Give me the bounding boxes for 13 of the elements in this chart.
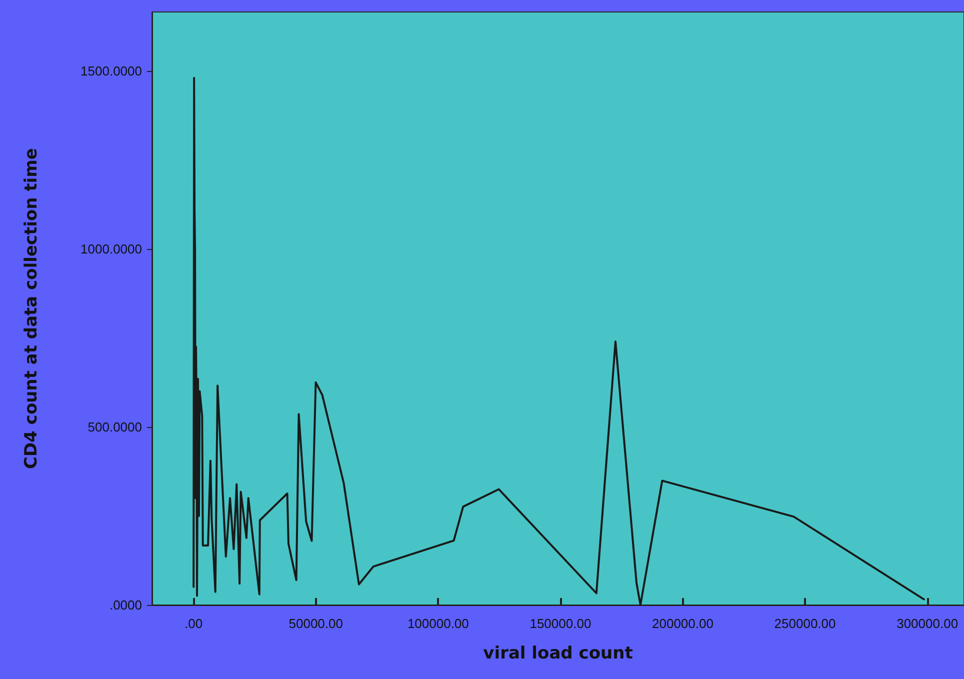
x-tick-label: 100000.00 xyxy=(407,616,469,631)
y-axis-title: CD4 count at data collection time xyxy=(22,148,42,469)
x-axis-title: viral load count xyxy=(483,644,633,664)
y-tick-label: .0000 xyxy=(109,598,142,612)
y-tick-label: 1500.0000 xyxy=(80,63,142,78)
x-tick-label: 200000.00 xyxy=(652,616,714,631)
y-tick-label: 500.0000 xyxy=(88,419,142,434)
x-tick-label: 250000.00 xyxy=(774,616,836,631)
y-tick-label: 1000.0000 xyxy=(80,241,142,256)
x-tick-label: 50000.00 xyxy=(288,616,343,631)
x-tick-label: 150000.00 xyxy=(530,616,592,631)
x-tick-label: 300000.00 xyxy=(896,616,958,631)
x-tick-label: .00 xyxy=(184,616,203,631)
